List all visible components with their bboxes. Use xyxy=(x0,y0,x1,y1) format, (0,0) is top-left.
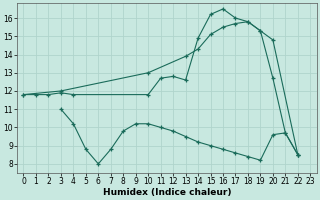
X-axis label: Humidex (Indice chaleur): Humidex (Indice chaleur) xyxy=(103,188,231,197)
